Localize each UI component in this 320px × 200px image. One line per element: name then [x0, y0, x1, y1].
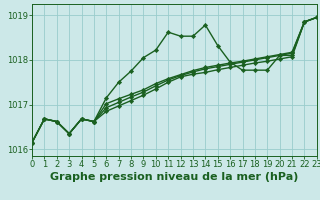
- X-axis label: Graphe pression niveau de la mer (hPa): Graphe pression niveau de la mer (hPa): [50, 172, 299, 182]
